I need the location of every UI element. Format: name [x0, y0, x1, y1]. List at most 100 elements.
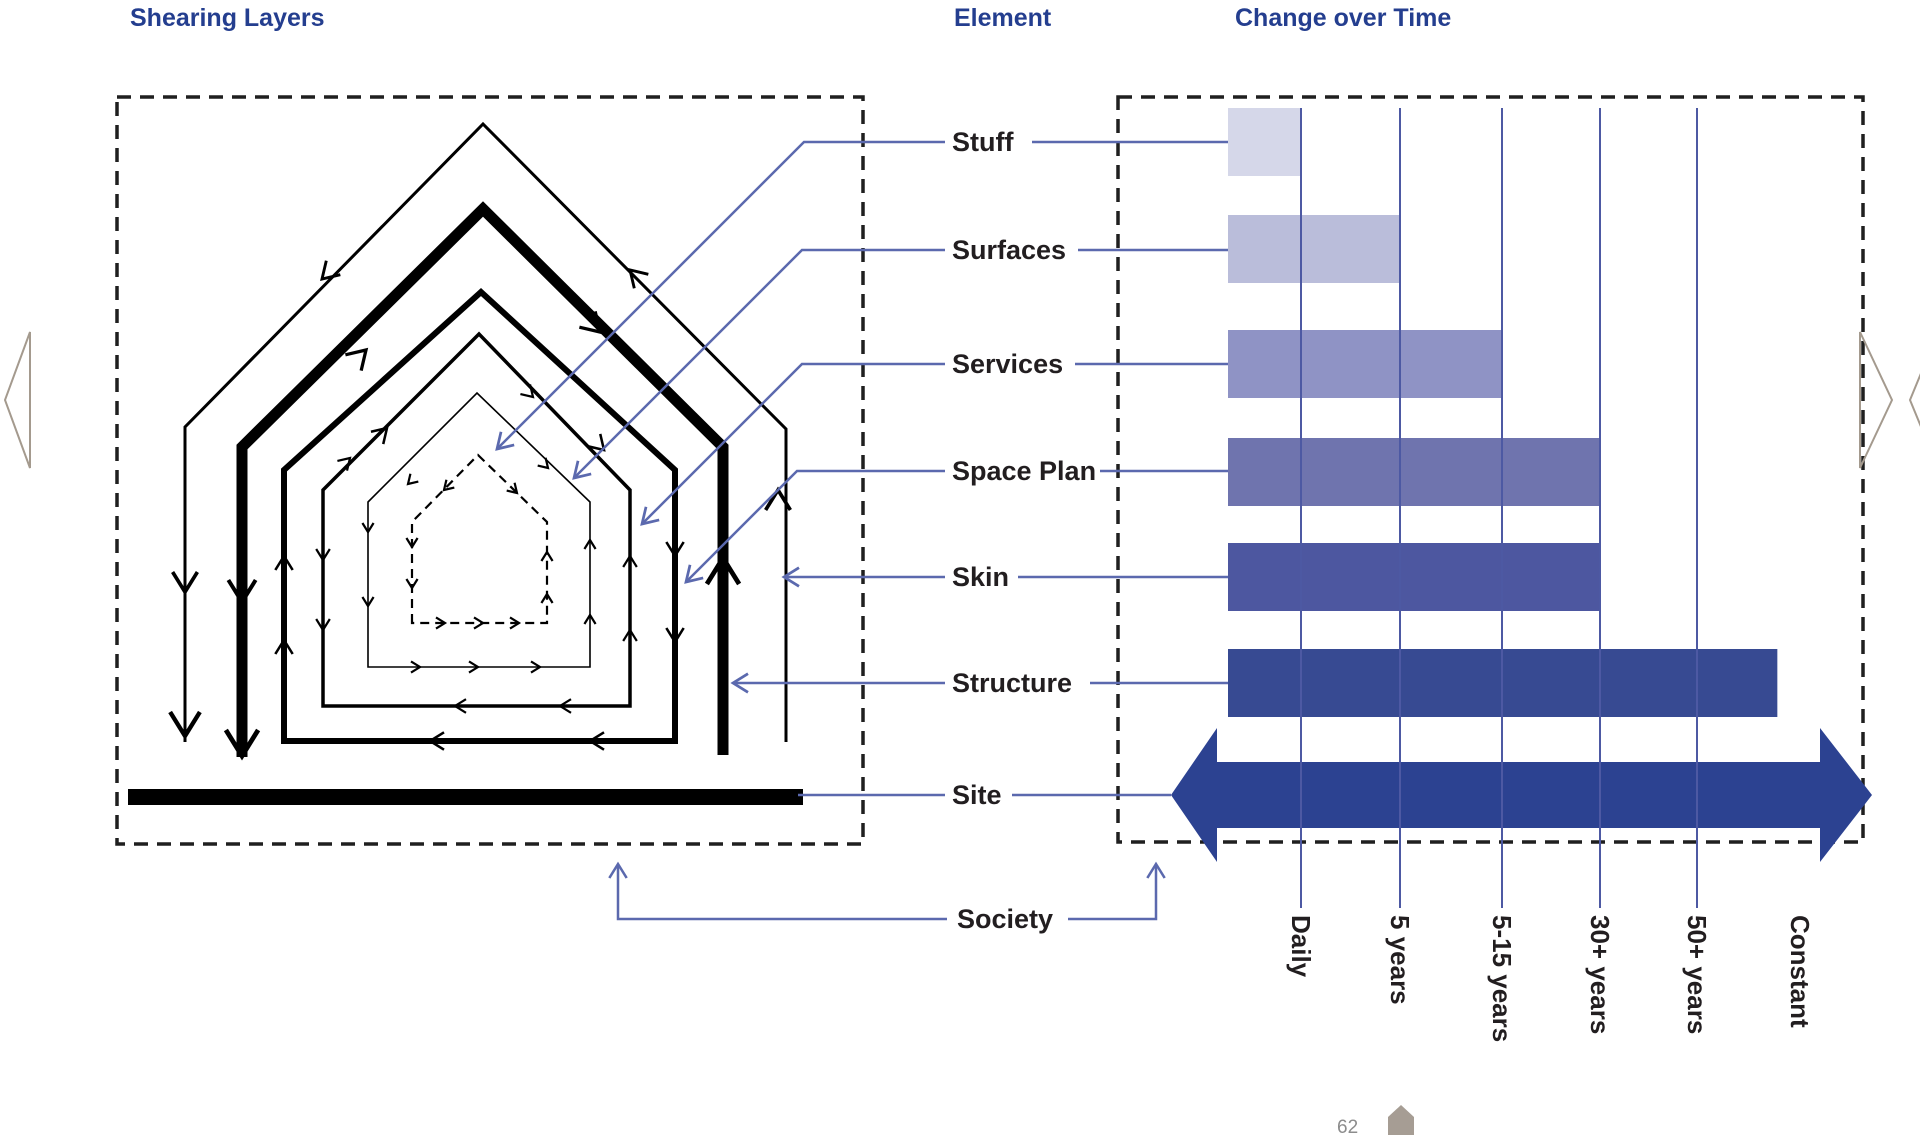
- arrowhead: [337, 456, 352, 471]
- element-label-structure: Structure: [952, 668, 1072, 698]
- arrowhead: [452, 698, 467, 714]
- element-label-society: Society: [957, 904, 1053, 934]
- title-change-over-time: Change over Time: [1235, 4, 1451, 32]
- house-layer-services: [321, 331, 632, 708]
- connector-stuff-left: [496, 140, 945, 450]
- arrowhead: [315, 618, 331, 633]
- arrowhead: [540, 549, 554, 562]
- arrowhead: [468, 660, 481, 674]
- arrowhead: [506, 482, 519, 495]
- house-layer-structure: [236, 201, 729, 757]
- axis-label-constant: Constant: [1785, 915, 1815, 1028]
- arrowhead: [572, 460, 592, 480]
- arrowhead: [520, 384, 535, 399]
- axis-label-30-years: 30+ years: [1585, 915, 1615, 1034]
- connector-arrowheads: [495, 431, 1166, 879]
- element-label-services: Services: [952, 349, 1063, 379]
- axis-labels: Daily 5 years 5-15 years 30+ years 50+ y…: [1286, 915, 1815, 1042]
- house-diagram-frame: [115, 95, 865, 846]
- element-label-surfaces: Surfaces: [952, 235, 1066, 265]
- arrowhead: [315, 548, 331, 563]
- arrowhead: [537, 457, 550, 470]
- arrowhead: [622, 627, 638, 642]
- title-shearing-layers: Shearing Layers: [130, 4, 325, 32]
- arrowhead: [345, 347, 369, 371]
- arrowhead: [223, 728, 261, 761]
- axis-label-5-years: 5 years: [1385, 915, 1415, 1005]
- arrowhead: [587, 433, 606, 452]
- arrowhead: [320, 260, 341, 281]
- arrowhead: [608, 861, 628, 879]
- connector-services-left: [641, 362, 945, 525]
- connector-society-left: [616, 866, 947, 921]
- arrowhead: [435, 616, 448, 630]
- arrowhead: [495, 431, 515, 451]
- arrowhead: [509, 616, 522, 630]
- arrowhead: [406, 473, 419, 486]
- arrowhead: [427, 731, 445, 751]
- element-labels: Stuff Surfaces Services Space Plan Skin …: [952, 127, 1096, 934]
- arrowhead: [473, 616, 486, 630]
- house-layer-stuff: [410, 453, 549, 625]
- arrowhead: [442, 479, 455, 492]
- connector-surfaces-left: [573, 248, 945, 479]
- bar-services: [1228, 330, 1502, 398]
- arrowhead: [665, 627, 685, 645]
- bar-skin: [1228, 543, 1600, 611]
- arrowhead: [540, 591, 554, 604]
- arrowhead: [587, 731, 605, 751]
- arrowhead: [274, 553, 294, 571]
- arrowhead: [226, 578, 258, 606]
- house-layer-skin: [183, 121, 788, 742]
- arrowhead: [405, 537, 419, 550]
- arrowhead: [530, 660, 543, 674]
- arrowhead: [274, 637, 294, 655]
- arrowhead: [361, 522, 375, 535]
- chart-gridlines: [1300, 108, 1698, 908]
- axis-label-50-years: 50+ years: [1682, 915, 1712, 1034]
- arrowhead: [410, 660, 423, 674]
- element-label-stuff: Stuff: [952, 127, 1014, 157]
- site-ground-bar: [128, 789, 803, 805]
- arrowhead: [665, 541, 685, 559]
- chevron-right-icon[interactable]: [1859, 331, 1894, 469]
- element-label-skin: Skin: [952, 562, 1009, 592]
- arrowhead: [557, 698, 572, 714]
- connector-society-right: [1068, 866, 1158, 921]
- label-connectors: [495, 140, 1228, 921]
- element-label-site: Site: [952, 780, 1002, 810]
- arrowhead: [684, 564, 704, 584]
- bar-space-plan: [1228, 438, 1600, 506]
- arrowhead: [361, 596, 375, 609]
- chevron-left-icon[interactable]: [3, 331, 31, 469]
- arrowhead: [781, 566, 800, 588]
- arrowhead: [1146, 861, 1166, 879]
- arrowhead: [704, 553, 742, 586]
- arrowhead: [583, 537, 597, 550]
- arrowhead: [405, 578, 419, 591]
- axis-label-daily: Daily: [1286, 915, 1316, 978]
- arrowhead: [370, 426, 389, 445]
- page-number: 62: [1337, 1117, 1358, 1135]
- chart-frame: [1116, 95, 1865, 844]
- house-layer-surfaces: [367, 391, 591, 668]
- home-icon: [1388, 1105, 1414, 1135]
- element-label-space-plan: Space Plan: [952, 456, 1096, 486]
- arrowhead: [640, 506, 660, 526]
- connector-space-plan-left: [685, 469, 945, 583]
- arrowhead: [583, 612, 597, 625]
- arrowhead: [622, 553, 638, 568]
- arrowhead: [168, 710, 202, 741]
- bar-stuff: [1228, 108, 1301, 176]
- arrowhead: [579, 311, 603, 335]
- bar-surfaces: [1228, 215, 1400, 283]
- house-layer-space-plan: [281, 287, 678, 744]
- axis-label-5-15-years: 5-15 years: [1487, 915, 1517, 1042]
- chevron-right-edge-icon[interactable]: [1908, 332, 1920, 468]
- arrowhead: [628, 268, 649, 289]
- arrowhead: [730, 672, 749, 694]
- house-diagram: [128, 121, 803, 805]
- arrowhead: [171, 571, 199, 596]
